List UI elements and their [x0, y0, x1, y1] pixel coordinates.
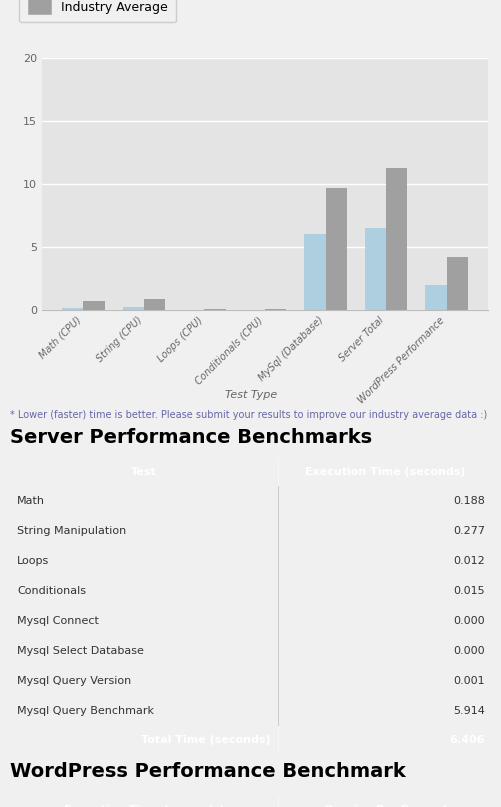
Text: Test Type: Test Type [224, 390, 277, 400]
Text: String Manipulation: String Manipulation [17, 526, 126, 536]
Text: Queries Per Second: Queries Per Second [323, 805, 445, 807]
Text: 6.406: 6.406 [448, 735, 484, 745]
Bar [304, 234, 325, 310]
Text: 0.015: 0.015 [452, 586, 484, 596]
Bar [144, 299, 165, 310]
Text: Mysql Connect: Mysql Connect [17, 616, 99, 626]
Text: Mysql Select Database: Mysql Select Database [17, 646, 144, 656]
Bar [424, 285, 446, 310]
Text: 5.914: 5.914 [452, 706, 484, 716]
Text: 0.001: 0.001 [452, 676, 484, 686]
Text: Mysql Query Benchmark: Mysql Query Benchmark [17, 706, 154, 716]
Text: Execution Time (seconds): Execution Time (seconds) [304, 467, 464, 477]
Text: 0.188: 0.188 [452, 496, 484, 506]
Bar [83, 301, 104, 310]
Text: 0.000: 0.000 [452, 616, 484, 626]
Text: Loops: Loops [17, 556, 50, 566]
Text: Total Time (seconds): Total Time (seconds) [140, 735, 270, 745]
Bar [123, 307, 144, 310]
Bar [446, 257, 467, 310]
Bar [325, 188, 346, 310]
Text: Mysql Query Version: Mysql Query Version [17, 676, 131, 686]
Text: 0.000: 0.000 [452, 646, 484, 656]
Bar [385, 168, 406, 310]
Bar [62, 307, 83, 310]
Text: Test: Test [131, 467, 156, 477]
Text: Math: Math [17, 496, 45, 506]
Bar [364, 228, 385, 310]
Text: * Lower (faster) time is better. Please submit your results to improve our indus: * Lower (faster) time is better. Please … [10, 410, 486, 420]
Text: Server Performance Benchmarks: Server Performance Benchmarks [10, 428, 371, 447]
Text: WordPress Performance Benchmark: WordPress Performance Benchmark [10, 762, 405, 781]
Legend: Your Results, Industry Average: Your Results, Industry Average [19, 0, 176, 23]
Text: 0.277: 0.277 [452, 526, 484, 536]
Text: Execution Time (seconds): Execution Time (seconds) [64, 805, 223, 807]
Text: Conditionals: Conditionals [17, 586, 86, 596]
Text: 0.012: 0.012 [452, 556, 484, 566]
